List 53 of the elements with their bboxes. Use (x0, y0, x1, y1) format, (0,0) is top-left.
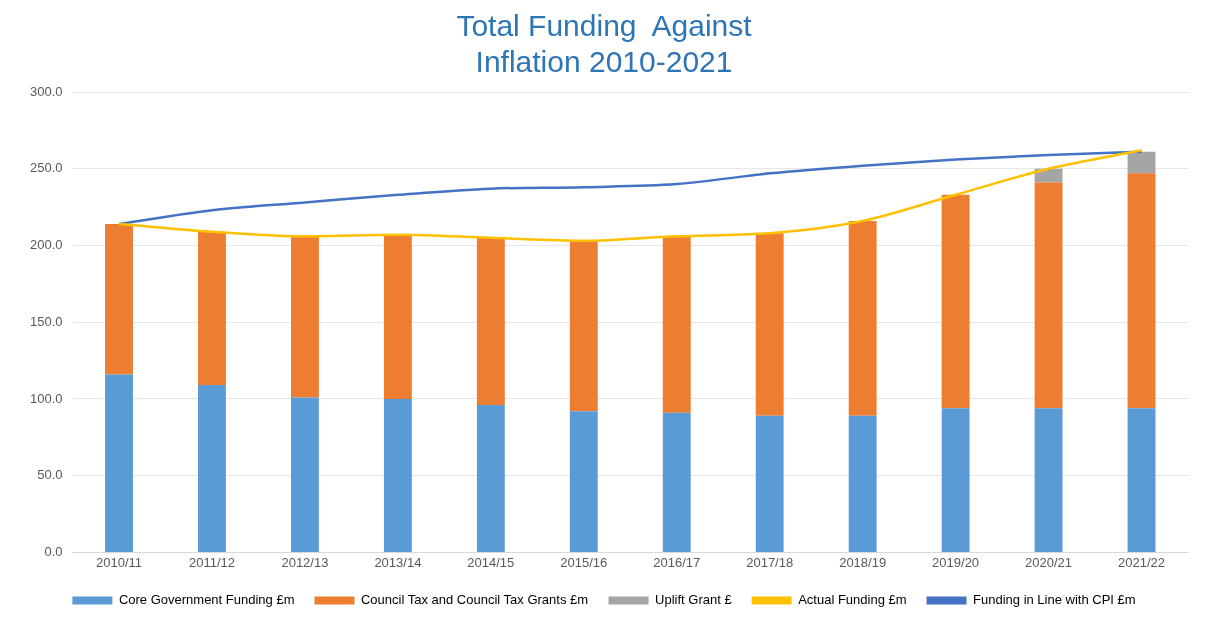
bar (383, 398, 412, 552)
bar (1127, 151, 1156, 174)
bar (1127, 408, 1156, 552)
bar (569, 411, 598, 552)
x-tick-label: 2017/18 (746, 554, 794, 570)
x-tick-label: 2020/21 (1025, 554, 1073, 570)
x-tick-label: 2016/17 (653, 554, 701, 570)
bar (569, 240, 598, 412)
bar (662, 412, 691, 552)
bar (755, 233, 784, 416)
bar (662, 236, 691, 413)
bar (383, 234, 412, 399)
legend-label: Actual Funding £m (798, 592, 907, 608)
bar (1034, 182, 1063, 409)
x-tick-label: 2012/13 (281, 554, 329, 570)
y-tick-label: 300.0 (29, 83, 63, 99)
y-tick-label: 150.0 (29, 313, 63, 329)
bar (105, 374, 133, 552)
bar (476, 237, 505, 406)
legend-label: Funding in Line with CPI £m (973, 592, 1136, 608)
bar (476, 405, 505, 552)
x-tick-label: 2014/15 (467, 554, 515, 570)
x-tick-label: 2013/14 (374, 554, 422, 570)
x-tick-label: 2019/20 (932, 554, 980, 570)
x-tick-label: 2021/22 (1118, 554, 1166, 570)
bar (941, 408, 970, 552)
bar (848, 220, 877, 416)
x-tick-label: 2010/11 (95, 554, 143, 570)
legend-label: Council Tax and Council Tax Grants £m (360, 592, 589, 608)
bar (1127, 173, 1156, 409)
bar (290, 236, 319, 398)
line-series (117, 150, 1143, 226)
y-tick-label: 0.0 (44, 543, 63, 559)
legend-label: Core Government Funding £m (118, 592, 295, 608)
bar (1034, 408, 1063, 552)
y-tick-label: 100.0 (29, 390, 63, 406)
bar (1034, 168, 1063, 183)
bar (198, 385, 226, 552)
bar (105, 223, 133, 375)
x-tick-label: 2018/19 (839, 554, 887, 570)
bar (755, 415, 784, 552)
y-tick-label: 200.0 (29, 237, 63, 253)
line-series (117, 149, 1143, 243)
bar (941, 194, 970, 409)
bar (848, 415, 877, 552)
y-tick-label: 50.0 (37, 467, 63, 483)
bar (290, 397, 319, 552)
x-tick-label: 2015/16 (560, 554, 608, 570)
chart-title: Total Funding Against Inflation 2010-2021 (456, 9, 753, 79)
legend-label: Uplift Grant £ (655, 592, 733, 608)
y-tick-label: 250.0 (29, 160, 63, 176)
bar (198, 231, 226, 386)
x-tick-label: 2011/12 (188, 554, 235, 570)
